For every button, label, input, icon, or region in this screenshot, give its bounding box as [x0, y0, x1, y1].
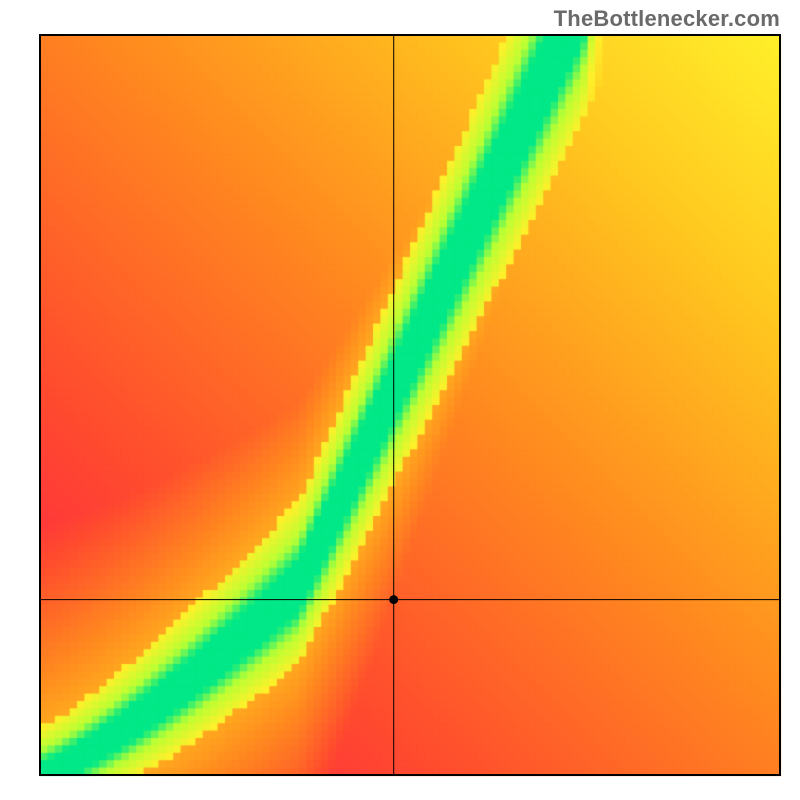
heatmap-canvas [0, 0, 800, 800]
chart-container: { "watermark": { "text": "TheBottlenecke… [0, 0, 800, 800]
watermark-text: TheBottlenecker.com [554, 6, 780, 32]
